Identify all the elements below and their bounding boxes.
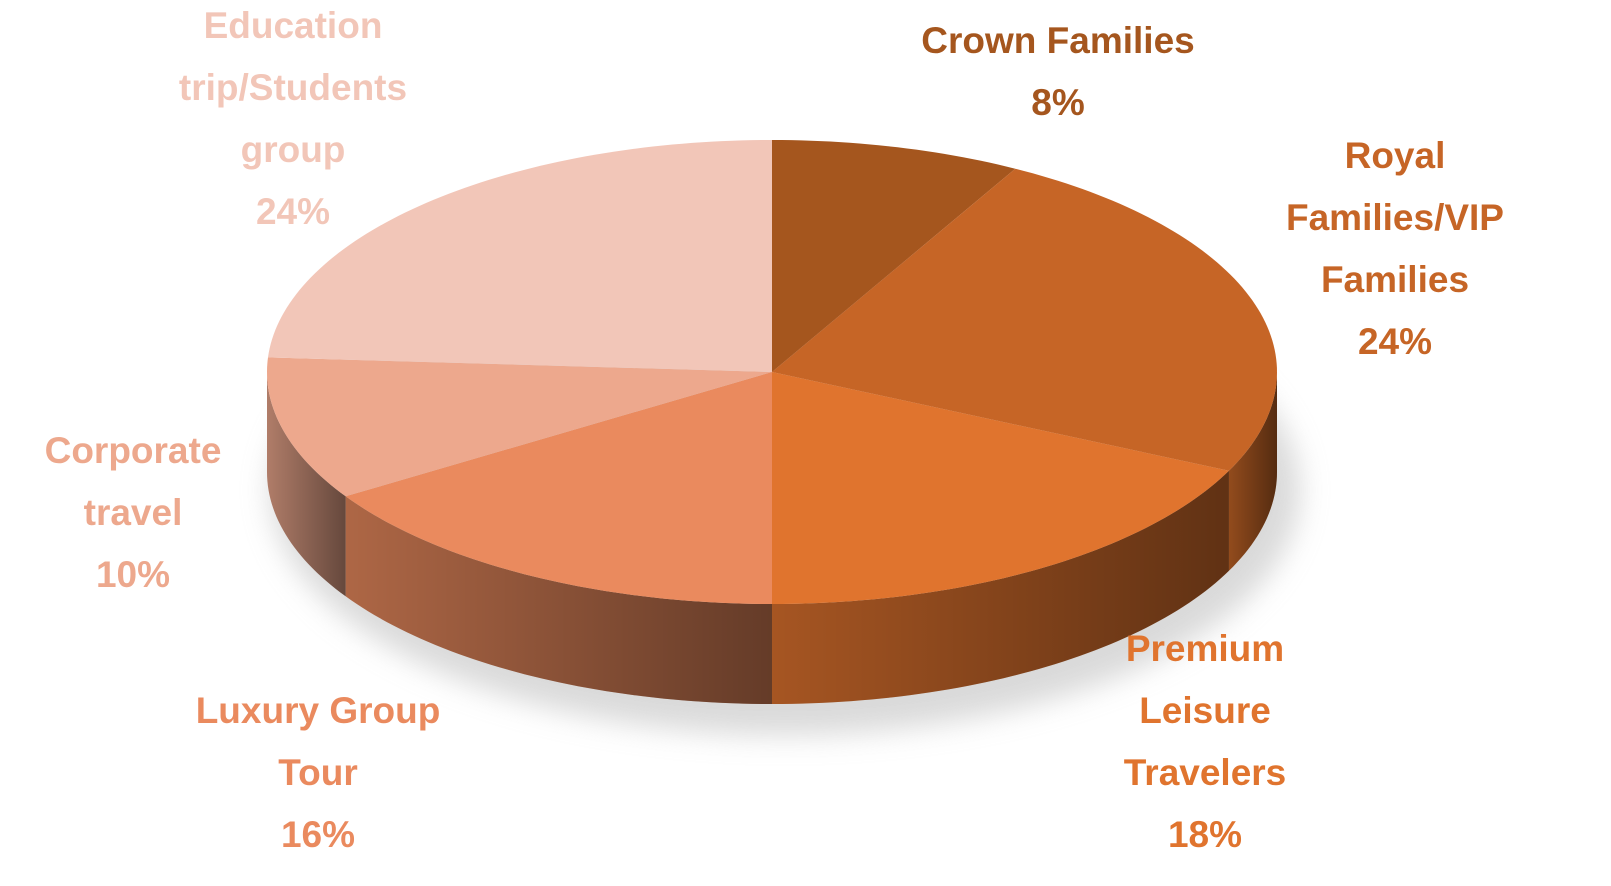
data-label: Royal Families/VIP Families 24% (1258, 125, 1533, 373)
value-label: 8% (1031, 82, 1085, 123)
slice-side-shade (345, 496, 772, 704)
slice (772, 168, 1277, 471)
slice-side-shade (772, 470, 1229, 704)
slice (345, 372, 772, 604)
category-label: Crown Families (921, 20, 1195, 61)
category-label: Premium Leisure Travelers (1123, 628, 1287, 793)
value-label: 24% (1357, 321, 1433, 362)
data-label: Education trip/Students group 24% (156, 0, 431, 243)
slice (267, 140, 772, 372)
value-label: 16% (280, 814, 356, 855)
category-label: Royal Families/VIP Families (1286, 135, 1504, 300)
data-label: Corporate travel 10% (16, 420, 251, 606)
slice-side-shade (267, 372, 346, 597)
slice-side-shade (1228, 372, 1277, 571)
category-label: Education trip/Students group (178, 5, 408, 170)
data-label: Crown Families 8% (848, 10, 1268, 134)
value-label: 18% (1167, 814, 1243, 855)
value-label: 24% (255, 191, 331, 232)
slice (267, 357, 772, 497)
pie-sides (267, 372, 1277, 704)
data-label: Luxury Group Tour 16% (171, 680, 466, 866)
slice (772, 140, 1016, 372)
pie-tops (267, 140, 1277, 604)
category-label: Luxury Group Tour (195, 690, 441, 793)
value-label: 10% (95, 554, 171, 595)
slice (772, 372, 1229, 604)
category-label: Corporate travel (44, 430, 222, 533)
data-label: Premium Leisure Travelers 18% (1098, 618, 1313, 866)
